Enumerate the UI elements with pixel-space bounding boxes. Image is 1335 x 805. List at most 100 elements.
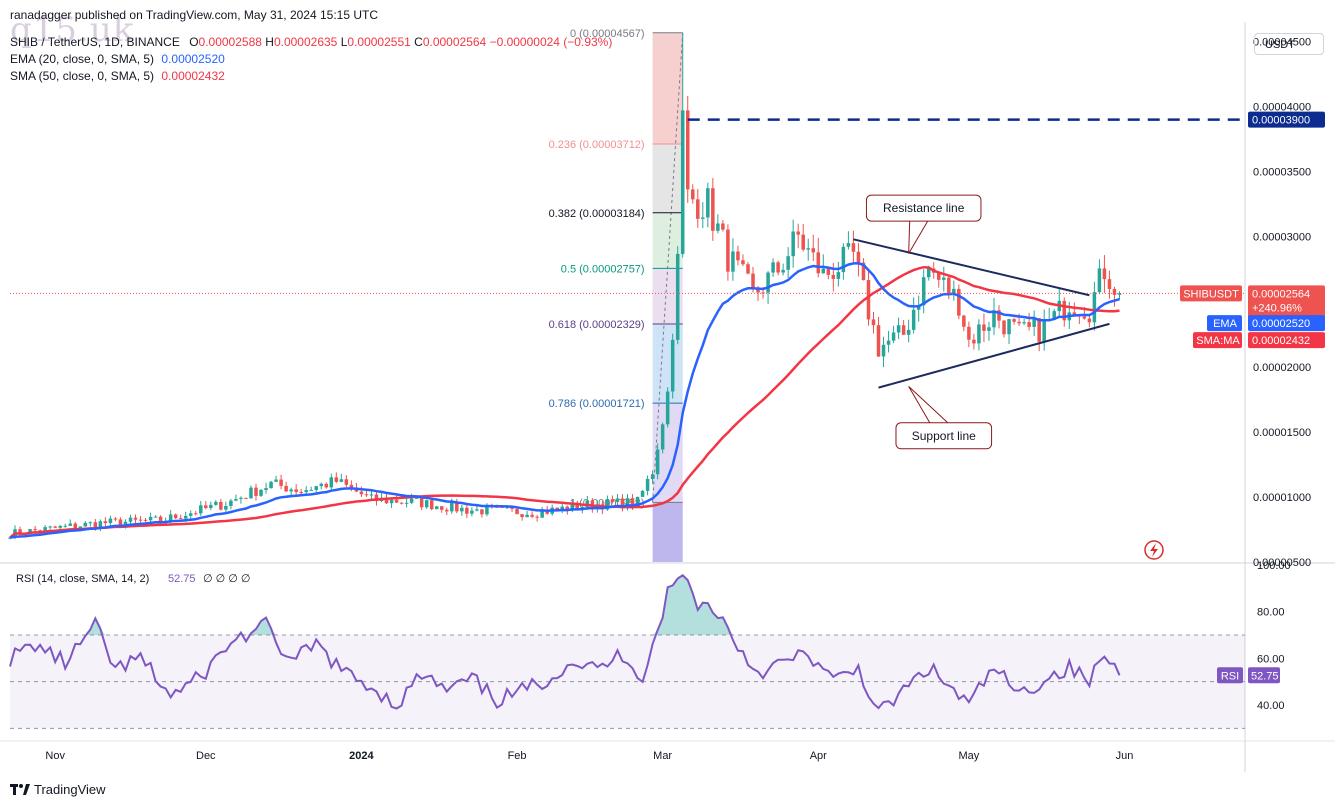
price-tick-label: 0.00002000 xyxy=(1253,362,1311,374)
candle-body xyxy=(640,490,645,497)
candle-body xyxy=(364,494,369,496)
candle-body xyxy=(1012,319,1016,322)
candle-body xyxy=(685,110,690,190)
candle-body xyxy=(605,499,610,510)
candle-body xyxy=(18,529,22,535)
candle-body xyxy=(424,500,429,508)
candle-body xyxy=(128,517,133,522)
callout-pointer xyxy=(908,385,949,424)
symbol-label[interactable]: SHIB / TetherUS, 1D, BINANCE xyxy=(10,35,180,49)
rsi-badge-value: 52.75 xyxy=(1251,670,1279,682)
candle-body xyxy=(138,519,143,521)
candle-body xyxy=(1107,279,1112,289)
candle-body xyxy=(193,513,198,515)
candle-body xyxy=(188,513,193,516)
candle-body xyxy=(369,494,374,496)
candle-body xyxy=(178,518,183,520)
candle-body xyxy=(796,231,800,235)
candle-body xyxy=(926,268,931,278)
candle-body xyxy=(821,268,826,274)
candle-body xyxy=(1017,321,1021,324)
ema-tag xyxy=(1207,315,1242,332)
ema-tag-label: EMA xyxy=(1213,318,1238,330)
time-tick-label: Apr xyxy=(810,750,827,762)
candle-body xyxy=(173,514,178,519)
candle-body xyxy=(103,521,108,524)
candle-body xyxy=(324,483,329,488)
candle-body xyxy=(575,502,580,510)
candle-body xyxy=(565,506,570,511)
candle-body xyxy=(219,501,223,510)
candle-body xyxy=(414,497,419,499)
rsi-placeholders: ∅ ∅ ∅ ∅ xyxy=(203,573,251,585)
currency-button[interactable]: USDT xyxy=(1254,33,1324,55)
ema-20-line xyxy=(9,262,1120,539)
watermark-text: q15.uk xyxy=(10,10,135,50)
candle-body xyxy=(706,188,710,218)
time-tick-label: May xyxy=(958,750,979,762)
sma-legend-value: 0.00002432 xyxy=(161,69,225,83)
candle-body xyxy=(791,231,795,257)
candle-body xyxy=(660,424,665,450)
candle-body xyxy=(434,506,439,510)
fib-level-label: 0 (0.00004567) xyxy=(570,28,645,40)
sma-badge-value: 0.00002432 xyxy=(1252,335,1310,347)
candle-body xyxy=(344,479,349,485)
candle-body xyxy=(68,523,73,526)
rsi-tag-label: RSI xyxy=(1221,670,1239,682)
open-value: 0.00002588 xyxy=(198,35,262,49)
candle-body xyxy=(856,251,861,263)
candle-body xyxy=(470,510,474,514)
candle-body xyxy=(680,110,685,254)
ema-legend-value: 0.00002520 xyxy=(161,52,225,66)
candle-body xyxy=(98,521,103,528)
sma-legend[interactable]: SMA (50, close, 0, SMA, 5) 0.00002432 xyxy=(10,69,225,83)
candle-body xyxy=(394,499,399,503)
fib-level-label: 0.618 (0.00002329) xyxy=(549,319,645,331)
candle-body xyxy=(876,325,881,357)
candle-body xyxy=(776,262,780,273)
candle-body xyxy=(615,498,620,502)
tradingview-brand-label: TradingView xyxy=(34,782,106,797)
fib-level-label: 0.5 (0.00002757) xyxy=(561,263,645,275)
candle-body xyxy=(63,525,67,527)
candle-body xyxy=(962,315,966,327)
candle-body xyxy=(118,519,123,526)
candle-body xyxy=(806,248,810,250)
candle-body xyxy=(38,530,42,532)
candle-body xyxy=(309,489,313,491)
candle-body xyxy=(942,277,946,280)
candle-body xyxy=(108,518,113,524)
last-price-value: 0.00002564 xyxy=(1252,288,1310,300)
candle-body xyxy=(510,507,514,509)
price-tick-label: 0.00000500 xyxy=(1253,557,1311,569)
open-label: O xyxy=(189,35,199,49)
author-line: ranadagger published on TradingView.com,… xyxy=(10,8,379,22)
candle-body xyxy=(655,449,660,475)
candle-body xyxy=(1062,300,1067,321)
candle-body xyxy=(289,489,293,492)
candle-body xyxy=(670,339,675,392)
candle-body xyxy=(570,502,575,511)
candle-body xyxy=(445,509,449,512)
candle-body xyxy=(73,523,78,529)
sma-legend-label: SMA (50, close, 0, SMA, 5) xyxy=(10,69,155,83)
candle-body xyxy=(751,273,755,288)
trendline xyxy=(878,322,1110,389)
candle-body xyxy=(826,268,831,275)
candle-body xyxy=(901,325,906,335)
fib-zone xyxy=(652,144,683,213)
candle-body xyxy=(239,497,243,500)
candle-body xyxy=(153,516,158,518)
ema-legend[interactable]: EMA (20, close, 0, SMA, 5) 0.00002520 xyxy=(10,52,225,66)
candle-body xyxy=(1037,318,1041,342)
candle-body xyxy=(851,243,856,252)
candle-body xyxy=(585,500,590,507)
candle-body xyxy=(957,288,961,316)
price-tick-label: 0.00004500 xyxy=(1253,37,1311,49)
candle-body xyxy=(269,481,273,489)
candle-body xyxy=(786,256,790,270)
tradingview-brand[interactable]: TradingView xyxy=(10,782,106,797)
candle-body xyxy=(93,522,98,528)
